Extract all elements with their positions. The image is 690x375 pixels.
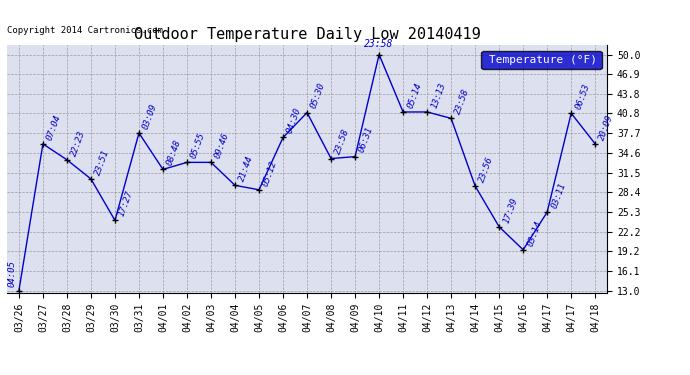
Text: Copyright 2014 Cartronics.com: Copyright 2014 Cartronics.com	[7, 26, 163, 35]
Text: 23:58: 23:58	[364, 39, 394, 50]
Text: 08:48: 08:48	[166, 138, 183, 167]
Text: 05:30: 05:30	[309, 82, 327, 110]
Text: 05:12: 05:12	[262, 159, 279, 187]
Text: 07:04: 07:04	[46, 113, 63, 141]
Text: 17:27: 17:27	[117, 189, 135, 218]
Text: 03:11: 03:11	[549, 181, 567, 210]
Text: 20:09: 20:09	[598, 113, 615, 141]
Text: 03:14: 03:14	[526, 219, 543, 247]
Text: 22:23: 22:23	[69, 129, 87, 157]
Text: 05:55: 05:55	[189, 132, 207, 160]
Text: 03:09: 03:09	[141, 102, 159, 130]
Text: 05:14: 05:14	[406, 81, 423, 110]
Title: Outdoor Temperature Daily Low 20140419: Outdoor Temperature Daily Low 20140419	[134, 27, 480, 42]
Text: 23:58: 23:58	[453, 87, 471, 116]
Legend: Temperature (°F): Temperature (°F)	[482, 51, 602, 69]
Text: 09:46: 09:46	[213, 132, 231, 160]
Text: 06:31: 06:31	[357, 126, 375, 154]
Text: 06:53: 06:53	[573, 82, 591, 111]
Text: 13:13: 13:13	[429, 81, 447, 110]
Text: 23:56: 23:56	[477, 155, 495, 183]
Text: 17:39: 17:39	[502, 196, 519, 224]
Text: 21:44: 21:44	[237, 154, 255, 183]
Text: 23:58: 23:58	[333, 128, 351, 156]
Text: 23:51: 23:51	[93, 148, 111, 176]
Text: 04:30: 04:30	[286, 106, 303, 135]
Text: 04:05: 04:05	[7, 261, 16, 287]
